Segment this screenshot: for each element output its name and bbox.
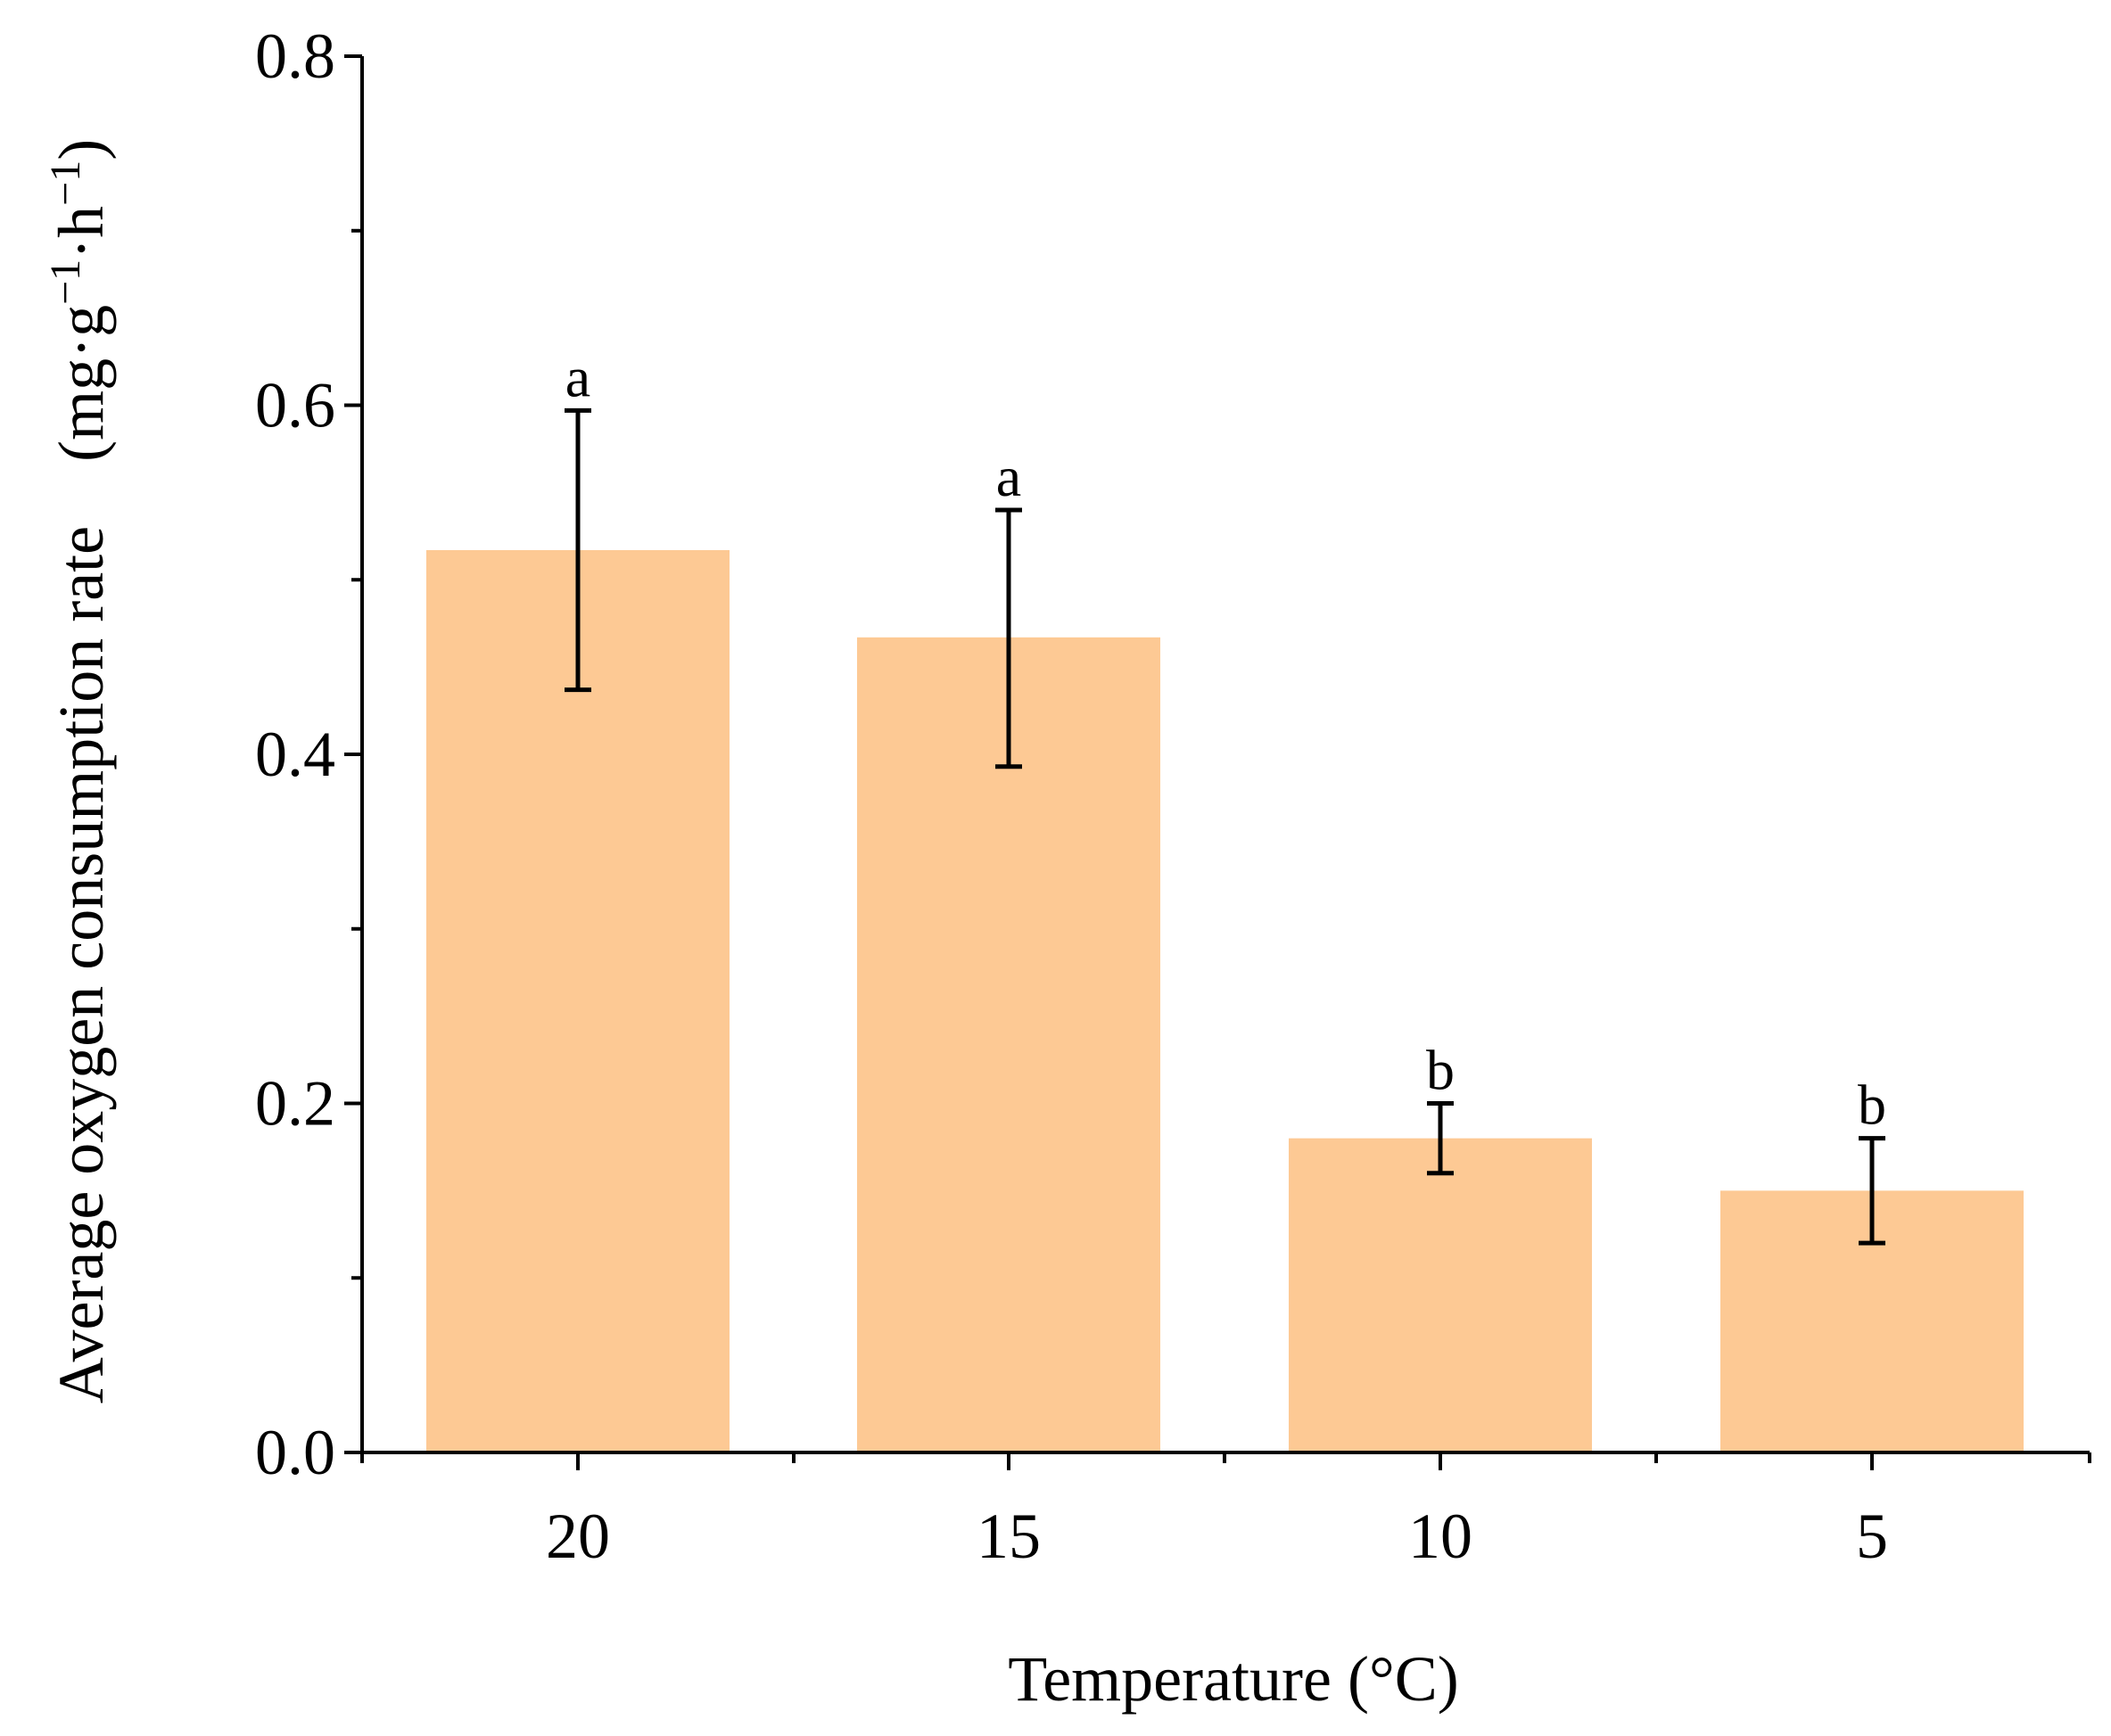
bar-15 xyxy=(857,637,1160,1452)
error-bar-5 xyxy=(1859,1136,1885,1246)
x-tick-label-20: 20 xyxy=(546,1501,610,1572)
error-bar-20 xyxy=(565,407,591,693)
y-tick-label-0.2: 0.2 xyxy=(255,1068,335,1140)
bar-20 xyxy=(426,549,730,1452)
y-axis-title-sup1: −1 xyxy=(42,259,89,305)
error-bar-10 xyxy=(1427,1101,1454,1176)
y-axis-title-mid: ·h xyxy=(45,206,117,259)
y-tick-label-0.6: 0.6 xyxy=(255,370,335,441)
x-tick-label-5: 5 xyxy=(1856,1501,1888,1572)
y-axis-title-sup2: −1 xyxy=(42,160,89,206)
significance-label-5: b xyxy=(1858,1074,1886,1137)
y-ticks-layer: 0.0 0.2 0.4 0.6 0.8 xyxy=(255,21,362,1488)
x-ticks-layer: 20 15 10 5 xyxy=(360,1452,2091,1572)
x-axis-title: Temperature (°C) xyxy=(1008,1643,1459,1715)
significance-label-10: b xyxy=(1426,1039,1455,1102)
significance-label-20: a xyxy=(565,345,590,408)
y-tick-label-0.0: 0.0 xyxy=(255,1417,335,1488)
y-axis-title: Average oxygen consumption rate (mg·g−1·… xyxy=(42,139,118,1403)
x-tick-label-15: 15 xyxy=(977,1501,1041,1572)
y-axis-title-close: ) xyxy=(45,139,117,160)
bar-10 xyxy=(1289,1138,1592,1452)
error-bars-layer xyxy=(565,407,1885,1246)
y-tick-label-0.8: 0.8 xyxy=(255,21,335,92)
x-tick-label-10: 10 xyxy=(1408,1501,1472,1572)
bars-layer xyxy=(426,549,2024,1452)
error-bar-15 xyxy=(995,507,1022,769)
significance-labels-layer: a a b b xyxy=(565,345,1886,1136)
y-tick-label-0.4: 0.4 xyxy=(255,719,335,790)
y-axis-title-main: Average oxygen consumption rate (mg·g xyxy=(45,305,117,1403)
significance-label-15: a xyxy=(996,445,1021,508)
